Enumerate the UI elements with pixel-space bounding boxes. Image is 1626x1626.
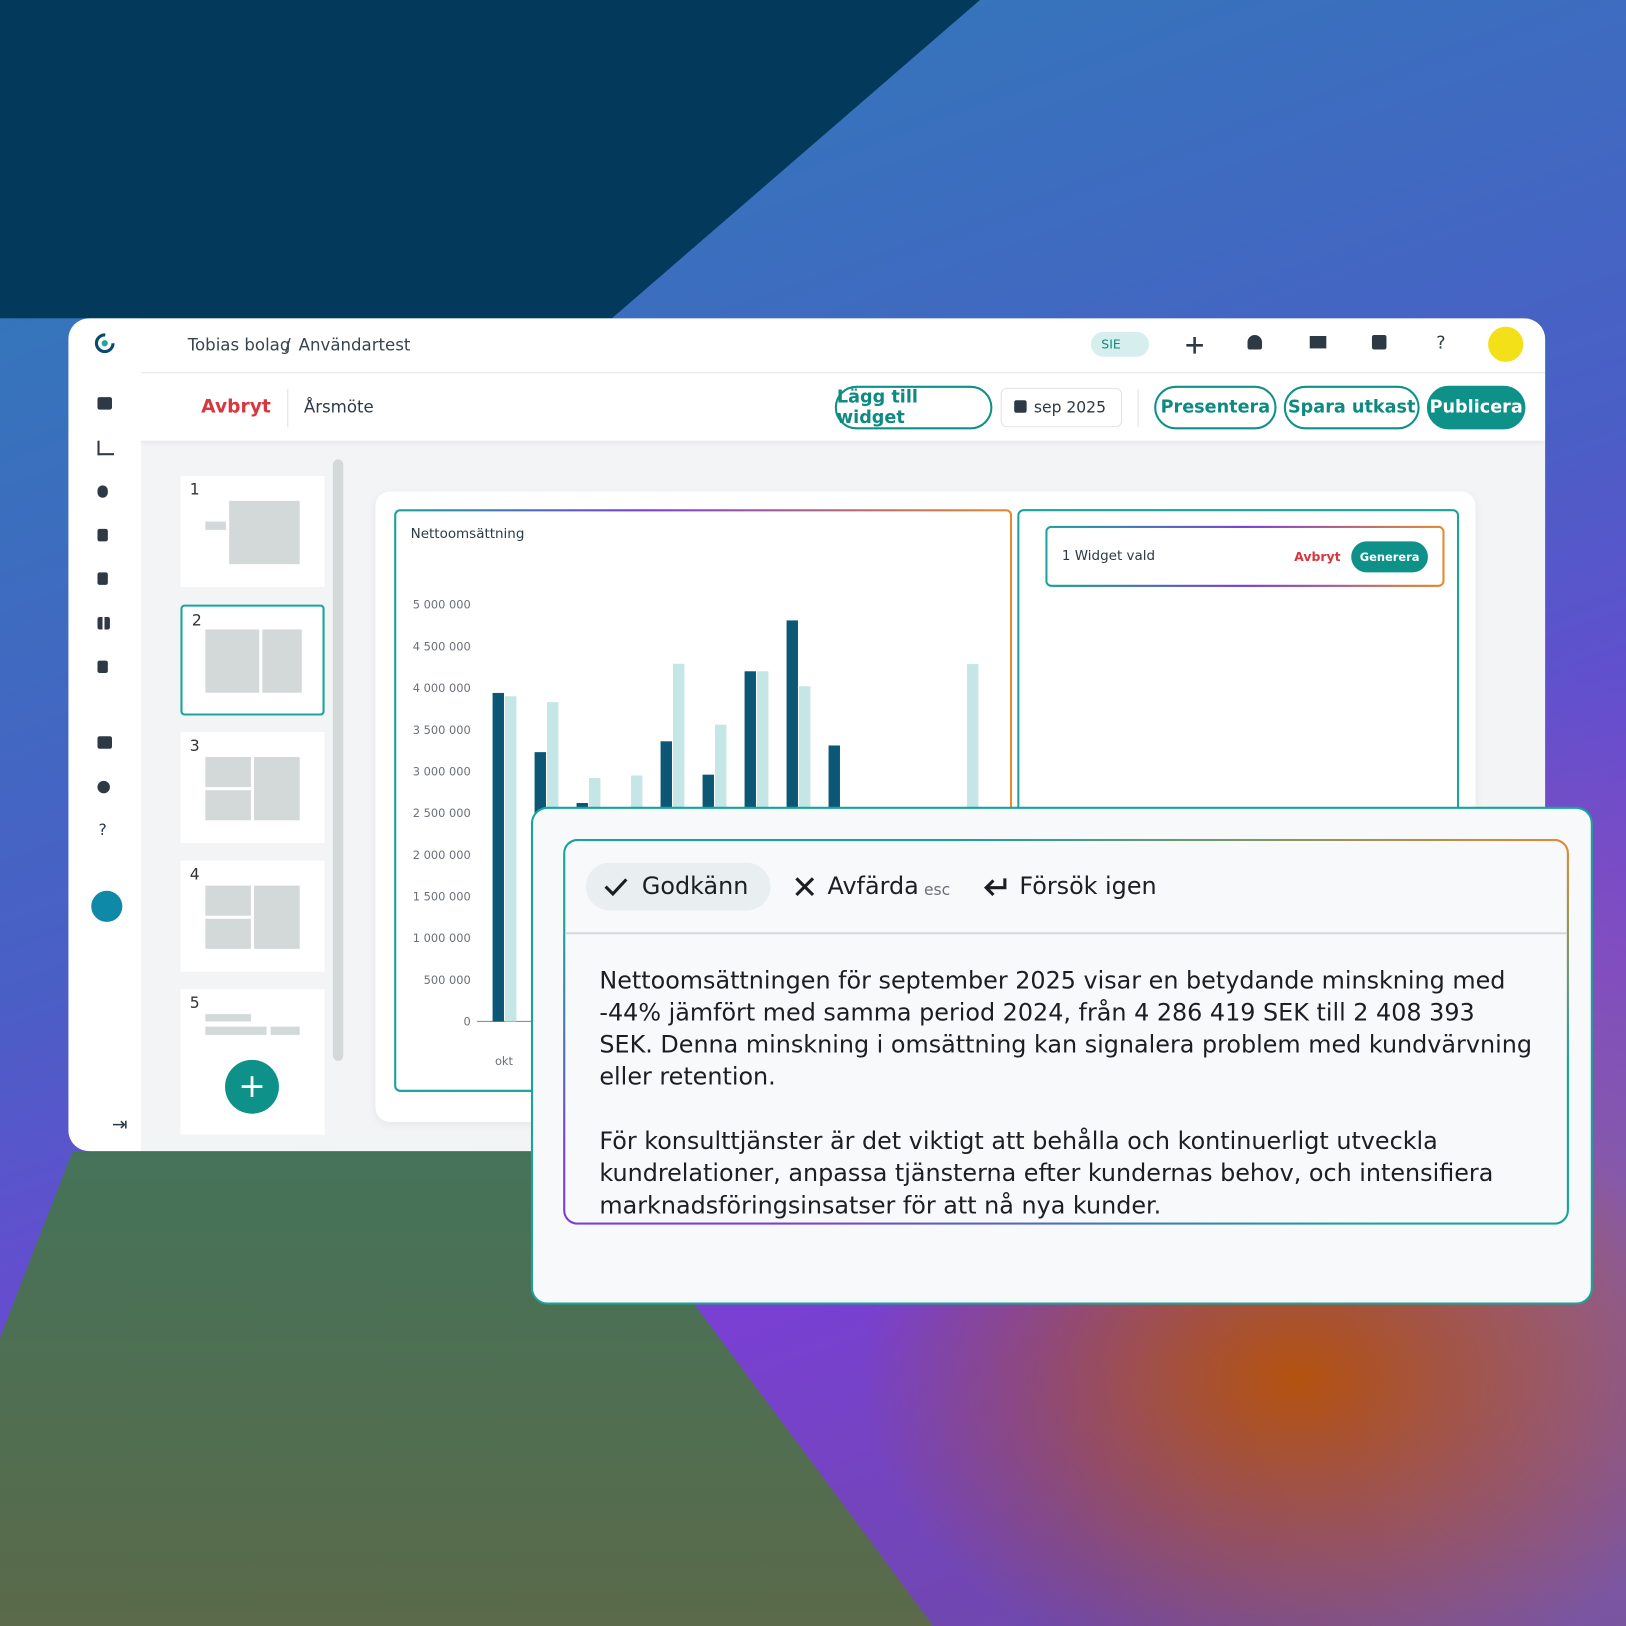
bar bbox=[492, 692, 504, 1022]
nav-icon[interactable] bbox=[97, 397, 112, 410]
bell-icon[interactable] bbox=[1247, 334, 1263, 350]
approve-label[interactable]: Godkänn bbox=[641, 873, 749, 901]
nav-icon[interactable] bbox=[97, 528, 108, 542]
chart-title: Nettoomsättning bbox=[411, 526, 525, 542]
retry-icon bbox=[983, 878, 1007, 897]
check-icon bbox=[604, 878, 628, 897]
slide-number: 1 bbox=[189, 480, 200, 499]
divider bbox=[1137, 388, 1139, 428]
y-tick-label: 2 000 000 bbox=[413, 848, 471, 862]
nav-icon[interactable] bbox=[97, 736, 112, 749]
publish-button[interactable]: Publicera bbox=[1426, 385, 1526, 430]
approve-button[interactable] bbox=[585, 862, 771, 911]
slide-number: 2 bbox=[191, 610, 202, 630]
y-tick-label: 500 000 bbox=[424, 973, 471, 987]
present-button[interactable]: Presentera bbox=[1154, 385, 1277, 430]
dismiss-label[interactable]: Avfärda bbox=[827, 873, 919, 901]
tips-button[interactable] bbox=[91, 890, 123, 922]
y-tick-label: 4 000 000 bbox=[413, 681, 471, 695]
slide-thumb[interactable]: 2 bbox=[180, 604, 325, 716]
ai-selection-bar: 1 Widget vald Avbryt Generera bbox=[1045, 526, 1444, 587]
suggestion-text: Nettoomsättningen för september 2025 vis… bbox=[599, 965, 1532, 1254]
nav-icon[interactable] bbox=[97, 660, 108, 674]
scrollbar[interactable] bbox=[332, 459, 344, 1061]
y-tick-label: 5 000 000 bbox=[413, 598, 471, 612]
paragraph: Nettoomsättningen för september 2025 vis… bbox=[599, 967, 1532, 1091]
avatar[interactable] bbox=[1488, 326, 1524, 362]
collapse-icon[interactable]: ⇥ bbox=[111, 1113, 128, 1136]
generate-button[interactable]: Generera bbox=[1351, 541, 1428, 573]
breadcrumb-company[interactable]: Tobias bolag bbox=[187, 334, 291, 355]
slide-thumb[interactable]: 4 bbox=[180, 860, 325, 972]
save-button[interactable]: Spara utkast bbox=[1283, 385, 1420, 430]
selection-label: 1 Widget vald bbox=[1061, 548, 1156, 565]
add-widget-button[interactable]: Lägg till widget bbox=[834, 385, 993, 430]
slide-number: 5 bbox=[189, 993, 200, 1013]
calendar-icon bbox=[1014, 400, 1027, 413]
bar bbox=[505, 696, 517, 1022]
nav-help[interactable]: ? bbox=[98, 820, 107, 839]
nav-icon[interactable] bbox=[97, 780, 110, 794]
add-slide-button[interactable]: + bbox=[225, 1059, 279, 1114]
y-tick-label: 2 500 000 bbox=[413, 806, 471, 820]
y-tick-label: 3 000 000 bbox=[413, 764, 471, 778]
dismiss-shortcut: esc bbox=[923, 880, 951, 900]
add-icon[interactable] bbox=[1182, 333, 1207, 358]
nav-icon[interactable] bbox=[97, 572, 108, 585]
x-tick-label: okt bbox=[495, 1054, 514, 1068]
logo bbox=[94, 333, 115, 354]
suggestion-box: Godkänn Avfärda esc Försök igen Nettooms… bbox=[563, 839, 1569, 1225]
slide-thumb[interactable]: 1 bbox=[180, 475, 325, 587]
cancel-button[interactable]: Avbryt bbox=[201, 396, 271, 418]
breadcrumb-page[interactable]: Användartest bbox=[298, 334, 411, 355]
close-icon bbox=[795, 877, 815, 897]
y-tick-label: 1 500 000 bbox=[413, 890, 471, 904]
sie-badge[interactable]: SIE bbox=[1090, 331, 1149, 357]
slide-thumb[interactable]: 3 bbox=[180, 732, 325, 844]
help-icon[interactable]: ? bbox=[1436, 332, 1446, 354]
divider bbox=[141, 372, 1546, 374]
y-tick-label: 1 000 000 bbox=[413, 931, 471, 945]
divider bbox=[287, 388, 289, 428]
ai-cancel-button[interactable]: Avbryt bbox=[1294, 549, 1341, 565]
nav-icon[interactable] bbox=[97, 485, 108, 498]
sidebar: ? ⇥ bbox=[68, 318, 142, 1152]
period-label[interactable]: sep 2025 bbox=[1033, 398, 1106, 417]
ai-icon[interactable] bbox=[1371, 334, 1387, 350]
slide-number: 4 bbox=[189, 864, 200, 884]
presentation-name[interactable]: Årsmöte bbox=[303, 397, 374, 417]
slide-number: 3 bbox=[189, 736, 200, 755]
nav-icon[interactable] bbox=[97, 617, 110, 630]
y-tick-label: 0 bbox=[464, 1015, 471, 1029]
cart-icon[interactable] bbox=[1309, 335, 1327, 349]
suggestion-dialog: Godkänn Avfärda esc Försök igen Nettooms… bbox=[530, 806, 1593, 1305]
breadcrumb-separator: / bbox=[285, 334, 291, 355]
y-tick-label: 3 500 000 bbox=[413, 723, 471, 737]
y-tick-label: 4 500 000 bbox=[413, 639, 471, 653]
nav-icon[interactable] bbox=[97, 440, 115, 456]
divider bbox=[565, 932, 1567, 935]
retry-label[interactable]: Försök igen bbox=[1019, 873, 1157, 901]
paragraph: För konsulttjänster är det viktigt att b… bbox=[599, 1128, 1494, 1220]
